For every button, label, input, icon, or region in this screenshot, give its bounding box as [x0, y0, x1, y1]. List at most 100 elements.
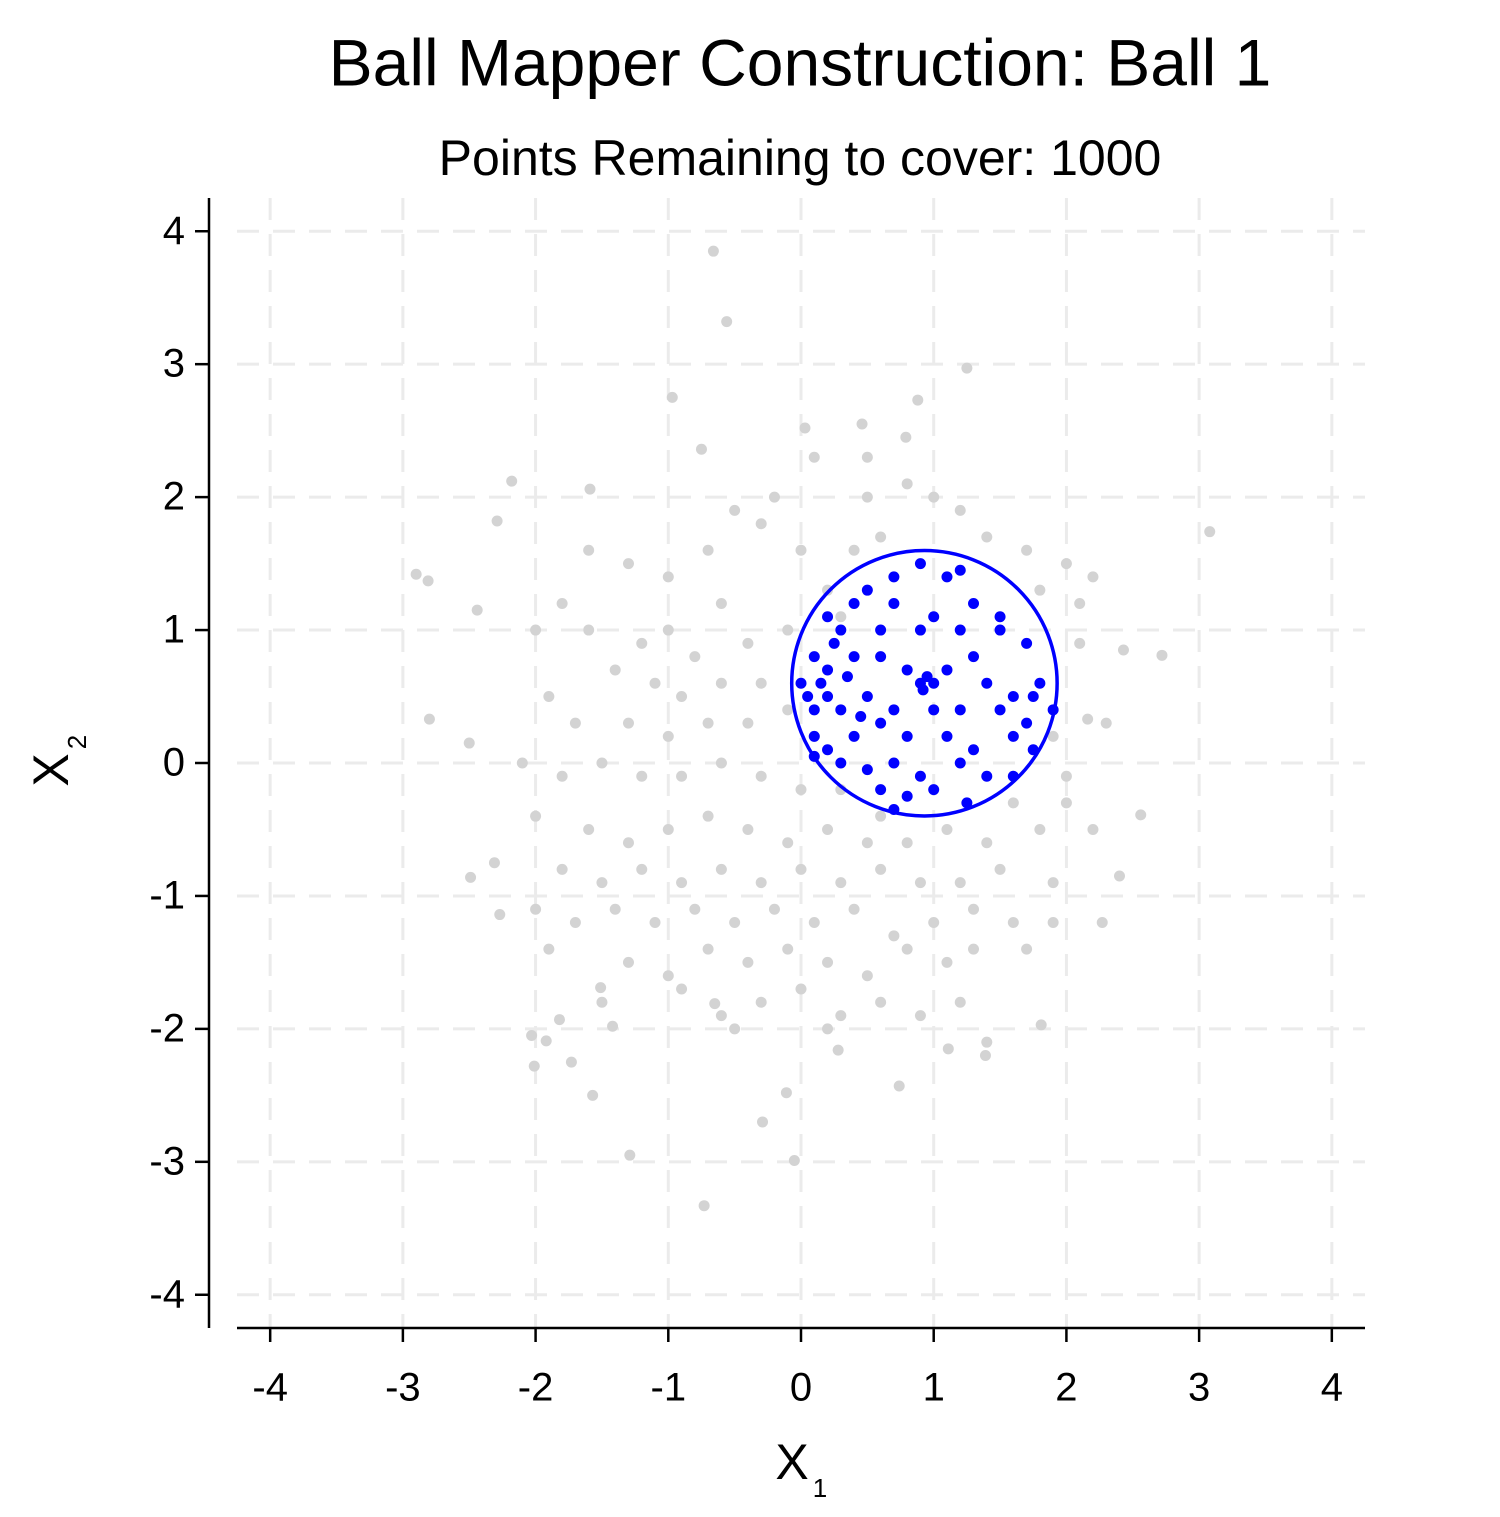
point: [942, 1043, 954, 1055]
point: [540, 1035, 552, 1047]
point: [583, 544, 595, 556]
point: [861, 970, 873, 982]
point: [917, 684, 929, 696]
point: [584, 483, 596, 495]
point: [1021, 717, 1033, 729]
point: [596, 877, 608, 889]
point: [928, 611, 940, 623]
point: [528, 1060, 540, 1072]
point: [782, 624, 794, 636]
point: [780, 1087, 792, 1099]
point: [900, 431, 912, 443]
point: [1027, 691, 1039, 703]
y-axis-label: X 2: [23, 735, 92, 787]
point: [835, 1010, 847, 1022]
point: [1021, 943, 1033, 955]
point: [622, 717, 634, 729]
point: [795, 677, 807, 689]
point: [835, 624, 847, 636]
point: [855, 710, 867, 722]
point: [1135, 809, 1147, 821]
point: [609, 903, 621, 915]
point: [636, 770, 648, 782]
x-tick-label: -3: [385, 1366, 421, 1410]
point: [1007, 691, 1019, 703]
point: [569, 917, 581, 929]
point: [875, 996, 887, 1008]
point: [1035, 1019, 1047, 1031]
point: [596, 757, 608, 769]
point: [1034, 584, 1046, 596]
point: [742, 637, 754, 649]
point: [954, 704, 966, 716]
point: [583, 624, 595, 636]
point: [994, 704, 1006, 716]
point: [835, 611, 847, 623]
point: [1082, 713, 1094, 725]
point: [607, 1020, 619, 1032]
point: [961, 797, 973, 809]
point: [1021, 544, 1033, 556]
point: [755, 677, 767, 689]
point: [822, 1023, 834, 1035]
point: [968, 744, 980, 756]
point: [715, 757, 727, 769]
y-tick-label: 3: [163, 342, 185, 386]
point: [636, 863, 648, 875]
point: [795, 784, 807, 796]
point: [822, 823, 834, 835]
point: [689, 903, 701, 915]
point: [768, 491, 780, 503]
point: [968, 903, 980, 915]
y-tick-label: -3: [149, 1139, 185, 1183]
x-tick-label: 2: [1055, 1366, 1077, 1410]
point: [583, 823, 595, 835]
point: [695, 443, 707, 455]
point: [954, 564, 966, 576]
point: [856, 418, 868, 430]
point: [795, 983, 807, 995]
y-tick-label: -4: [149, 1272, 185, 1316]
point: [755, 770, 767, 782]
point: [465, 871, 477, 883]
point: [676, 691, 688, 703]
x-axis-label: X 1: [775, 1434, 827, 1503]
point: [888, 571, 900, 583]
point: [422, 575, 434, 587]
point: [968, 651, 980, 663]
point: [914, 558, 926, 570]
point: [1100, 717, 1112, 729]
point: [914, 1010, 926, 1022]
point: [808, 730, 820, 742]
point: [649, 677, 661, 689]
point: [954, 996, 966, 1008]
point: [702, 810, 714, 822]
x-tick-label: 0: [790, 1366, 812, 1410]
point: [1034, 823, 1046, 835]
point: [1074, 597, 1086, 609]
point: [782, 943, 794, 955]
y-axis-label-text: X: [23, 753, 79, 786]
point: [530, 903, 542, 915]
point: [795, 863, 807, 875]
x-tick-label: -1: [651, 1366, 687, 1410]
point: [742, 717, 754, 729]
point: [1096, 917, 1108, 929]
point: [636, 637, 648, 649]
point: [662, 571, 674, 583]
point: [755, 518, 767, 530]
point: [914, 877, 926, 889]
point: [1047, 730, 1059, 742]
point: [742, 823, 754, 835]
point: [928, 677, 940, 689]
point: [848, 597, 860, 609]
point: [491, 515, 503, 527]
point: [782, 704, 794, 716]
point: [901, 478, 913, 490]
point: [1113, 870, 1125, 882]
point: [742, 956, 754, 968]
point: [1047, 917, 1059, 929]
point: [556, 770, 568, 782]
point: [1204, 526, 1216, 538]
point: [1074, 637, 1086, 649]
